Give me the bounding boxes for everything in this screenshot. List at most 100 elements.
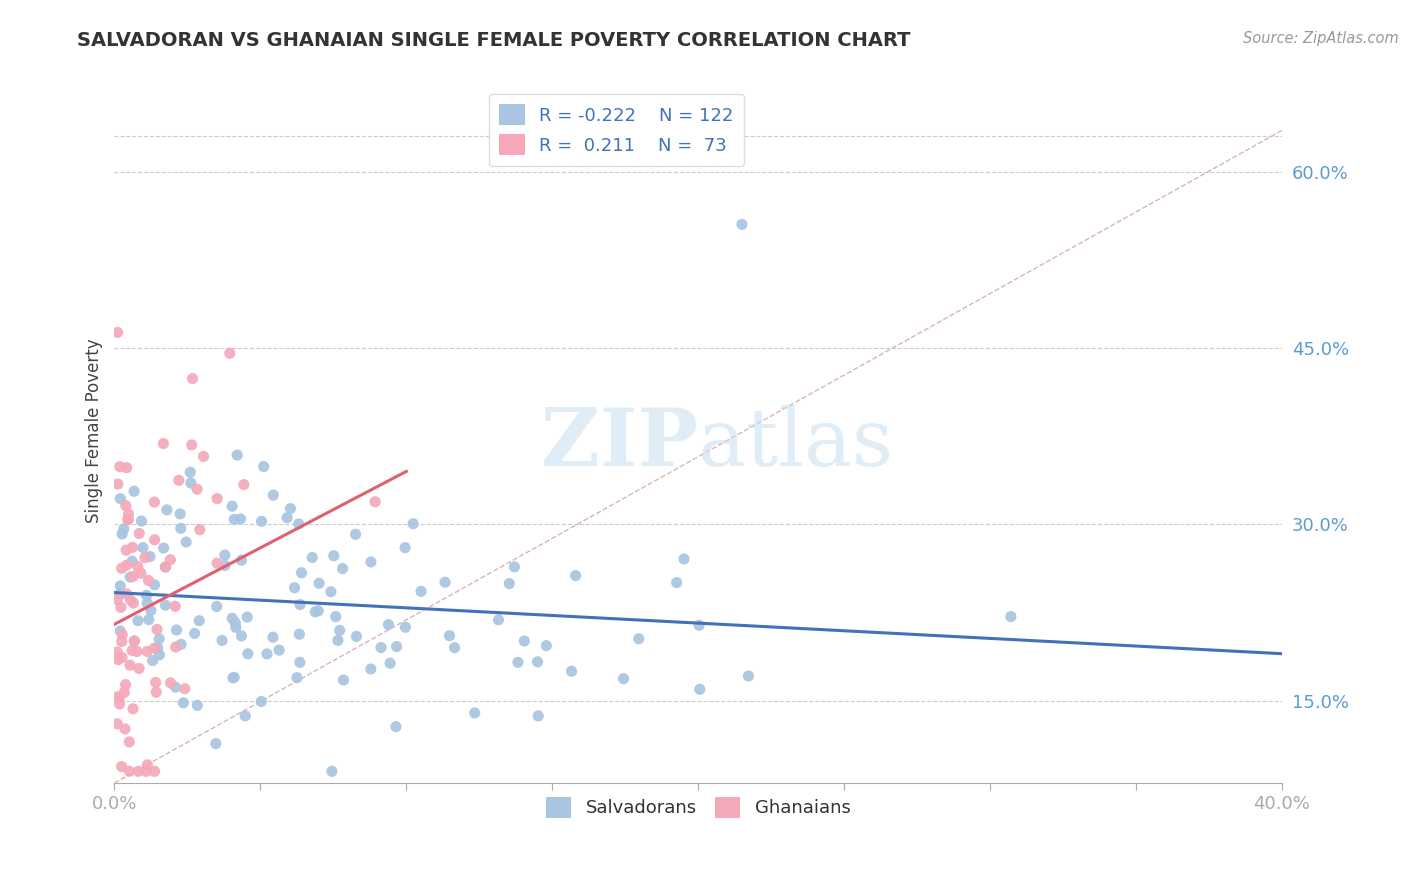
Point xyxy=(188,523,211,537)
Point xyxy=(159,676,181,690)
Point xyxy=(536,639,558,653)
Point xyxy=(117,512,139,526)
Legend: Salvadorans, Ghanaians: Salvadorans, Ghanaians xyxy=(538,789,858,825)
Point xyxy=(360,555,382,569)
Point xyxy=(134,550,156,565)
Point xyxy=(488,613,510,627)
Point xyxy=(148,648,170,662)
Point xyxy=(262,630,284,644)
Point xyxy=(174,535,197,549)
Point xyxy=(142,654,165,668)
Point xyxy=(155,559,177,574)
Point xyxy=(307,604,329,618)
Point xyxy=(173,681,195,696)
Point xyxy=(105,592,128,607)
Point xyxy=(688,618,710,632)
Point xyxy=(152,541,174,555)
Point xyxy=(110,624,132,638)
Point xyxy=(121,554,143,568)
Point xyxy=(138,574,160,588)
Point xyxy=(280,501,302,516)
Point xyxy=(224,670,246,684)
Point xyxy=(120,593,142,607)
Point xyxy=(214,548,236,562)
Point xyxy=(672,552,695,566)
Point xyxy=(111,759,134,773)
Point xyxy=(513,634,536,648)
Point xyxy=(146,641,169,656)
Point xyxy=(170,521,193,535)
Point xyxy=(110,600,132,615)
Point xyxy=(409,584,432,599)
Point xyxy=(526,655,548,669)
Point xyxy=(205,556,228,570)
Point xyxy=(118,658,141,673)
Point xyxy=(332,561,354,575)
Point xyxy=(326,633,349,648)
Point xyxy=(111,527,134,541)
Point xyxy=(506,656,529,670)
Point xyxy=(172,696,194,710)
Point xyxy=(139,603,162,617)
Point xyxy=(304,605,326,619)
Point xyxy=(561,665,583,679)
Point xyxy=(394,620,416,634)
Point xyxy=(329,624,352,638)
Point xyxy=(148,632,170,646)
Point xyxy=(105,645,128,659)
Point xyxy=(136,644,159,658)
Point xyxy=(344,527,367,541)
Point xyxy=(332,673,354,687)
Point xyxy=(434,575,457,590)
Point xyxy=(689,682,711,697)
Point xyxy=(117,507,139,521)
Point xyxy=(183,626,205,640)
Point xyxy=(325,609,347,624)
Point xyxy=(211,633,233,648)
Point xyxy=(378,656,401,670)
Point xyxy=(402,516,425,531)
Point xyxy=(394,541,416,555)
Point xyxy=(186,482,208,496)
Point xyxy=(128,526,150,541)
Point xyxy=(253,459,276,474)
Point xyxy=(107,477,129,491)
Text: SALVADORAN VS GHANAIAN SINGLE FEMALE POVERTY CORRELATION CHART: SALVADORAN VS GHANAIAN SINGLE FEMALE POV… xyxy=(77,31,911,50)
Point xyxy=(731,218,754,232)
Point xyxy=(132,541,155,555)
Point xyxy=(179,465,201,479)
Point xyxy=(377,617,399,632)
Point xyxy=(288,598,311,612)
Point xyxy=(110,491,132,506)
Point xyxy=(527,709,550,723)
Point xyxy=(385,720,408,734)
Point xyxy=(224,615,246,630)
Point xyxy=(498,576,520,591)
Point xyxy=(145,685,167,699)
Point xyxy=(205,491,228,506)
Point xyxy=(131,514,153,528)
Point xyxy=(122,596,145,610)
Point xyxy=(124,634,146,648)
Point xyxy=(385,640,408,654)
Point xyxy=(114,722,136,736)
Point xyxy=(308,576,330,591)
Point xyxy=(139,549,162,564)
Point xyxy=(138,613,160,627)
Point xyxy=(124,634,146,648)
Point xyxy=(115,558,138,573)
Point xyxy=(346,629,368,643)
Point xyxy=(665,575,688,590)
Point xyxy=(165,599,187,614)
Point xyxy=(136,596,159,610)
Point xyxy=(121,541,143,555)
Point xyxy=(287,516,309,531)
Point xyxy=(111,650,134,665)
Point xyxy=(218,346,240,360)
Point xyxy=(118,764,141,779)
Point xyxy=(319,584,342,599)
Point xyxy=(233,709,256,723)
Point xyxy=(288,656,311,670)
Point xyxy=(262,488,284,502)
Point xyxy=(205,737,228,751)
